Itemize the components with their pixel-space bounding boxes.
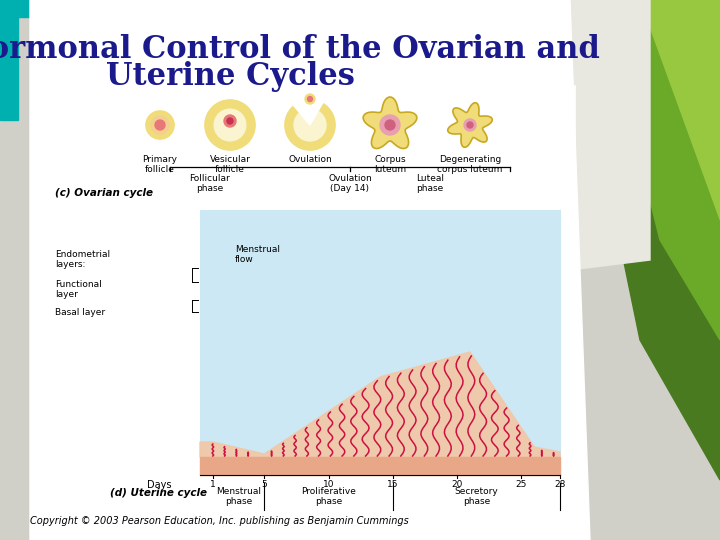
Circle shape xyxy=(146,111,174,139)
Circle shape xyxy=(385,120,395,130)
Text: Degenerating
corpus luteum: Degenerating corpus luteum xyxy=(437,155,503,174)
Text: Days: Days xyxy=(148,480,172,490)
Text: Vesicular
follicle: Vesicular follicle xyxy=(210,155,251,174)
Text: 1: 1 xyxy=(210,480,216,489)
Text: 5: 5 xyxy=(261,480,267,489)
Text: Copyright © 2003 Pearson Education, Inc. publishing as Benjamin Cummings: Copyright © 2003 Pearson Education, Inc.… xyxy=(30,516,409,526)
Text: Secretory
phase: Secretory phase xyxy=(454,487,498,507)
Bar xyxy=(115,85,575,270)
Circle shape xyxy=(214,109,246,141)
Text: Luteal
phase: Luteal phase xyxy=(416,174,444,193)
Text: 15: 15 xyxy=(387,480,399,489)
Text: Basal layer: Basal layer xyxy=(55,308,105,317)
Text: (c) Ovarian cycle: (c) Ovarian cycle xyxy=(55,188,153,198)
Text: Proliferative
phase: Proliferative phase xyxy=(301,487,356,507)
Circle shape xyxy=(205,100,255,150)
Circle shape xyxy=(305,94,315,104)
Text: Hormonal Control of the Ovarian and: Hormonal Control of the Ovarian and xyxy=(0,35,600,65)
Bar xyxy=(200,210,560,475)
Text: Follicular
phase: Follicular phase xyxy=(189,174,230,193)
Polygon shape xyxy=(363,97,417,149)
Text: Menstrual
flow: Menstrual flow xyxy=(235,245,280,265)
Text: Primary
follicle: Primary follicle xyxy=(143,155,178,174)
Text: 25: 25 xyxy=(516,480,527,489)
Polygon shape xyxy=(570,0,720,480)
Circle shape xyxy=(155,120,165,130)
Polygon shape xyxy=(640,0,720,220)
Circle shape xyxy=(307,97,312,102)
Text: Ovulation
(Day 14): Ovulation (Day 14) xyxy=(328,174,372,193)
Circle shape xyxy=(467,122,473,128)
Bar xyxy=(200,457,560,475)
Text: 28: 28 xyxy=(554,480,566,489)
Circle shape xyxy=(380,115,400,135)
Polygon shape xyxy=(600,0,720,340)
Bar xyxy=(0,17,18,120)
Text: Menstrual
phase: Menstrual phase xyxy=(216,487,261,507)
Polygon shape xyxy=(30,0,590,540)
Bar xyxy=(0,0,720,17)
Text: Corpus
luteum: Corpus luteum xyxy=(374,155,406,174)
Text: (d) Uterine cycle: (d) Uterine cycle xyxy=(110,488,207,498)
Polygon shape xyxy=(430,0,650,270)
Polygon shape xyxy=(448,103,492,147)
Text: Ovulation: Ovulation xyxy=(288,155,332,164)
Circle shape xyxy=(224,115,236,127)
Text: 20: 20 xyxy=(451,480,463,489)
Circle shape xyxy=(151,116,169,134)
Text: Endometrial
layers:: Endometrial layers: xyxy=(55,250,110,269)
Text: 10: 10 xyxy=(323,480,334,489)
Circle shape xyxy=(294,109,326,141)
Circle shape xyxy=(227,118,233,124)
Polygon shape xyxy=(200,352,560,457)
Text: Uterine Cycles: Uterine Cycles xyxy=(106,62,354,92)
Wedge shape xyxy=(293,99,323,125)
Circle shape xyxy=(464,119,476,131)
Circle shape xyxy=(285,100,335,150)
Text: Functional
layer: Functional layer xyxy=(55,280,102,299)
